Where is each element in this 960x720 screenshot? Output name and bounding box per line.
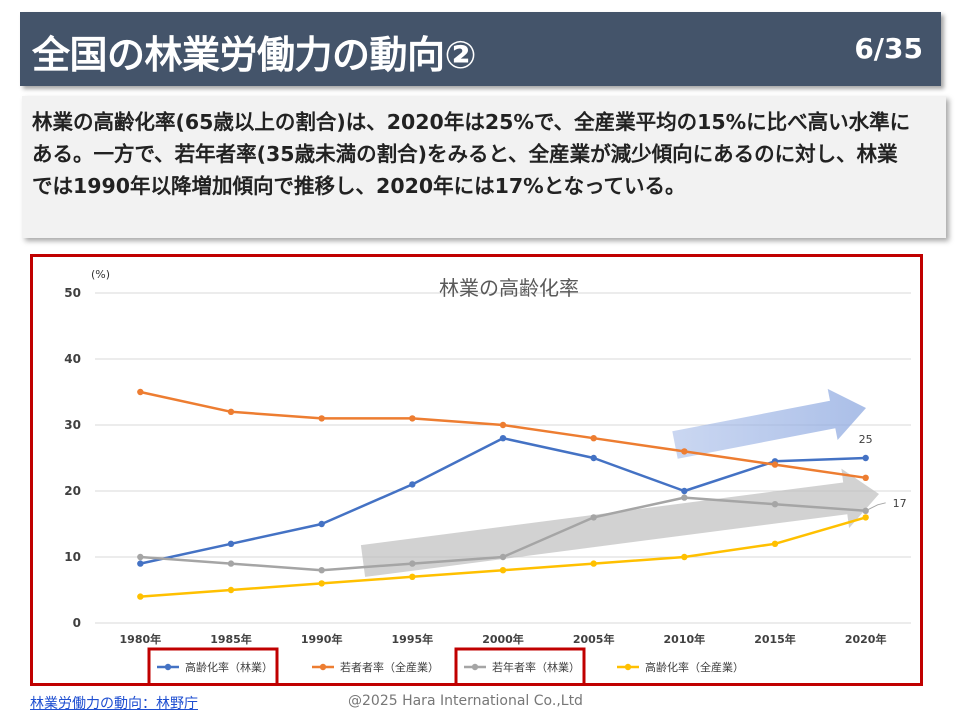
- title-bar: 全国の林業労働力の動向② 6/35: [20, 12, 941, 86]
- data-point: [681, 494, 688, 501]
- data-point: [590, 560, 597, 567]
- legend-marker: [319, 663, 327, 671]
- y-tick-label: 50: [64, 286, 81, 300]
- legend-label: 高齢化率（全産業）: [645, 660, 744, 674]
- legend-label: 若者者率（全産業）: [340, 660, 439, 674]
- data-point: [681, 487, 688, 495]
- data-point: [227, 408, 235, 415]
- data-point: [681, 553, 688, 561]
- data-point: [771, 461, 779, 468]
- gray-trend-arrow: [360, 468, 879, 577]
- legend-highlight-box: [454, 647, 586, 683]
- data-point: [499, 421, 507, 429]
- data-label-leader: [865, 502, 886, 512]
- y-tick-label: 40: [64, 352, 81, 366]
- data-point: [137, 388, 144, 396]
- y-tick-label: 0: [73, 616, 81, 630]
- data-point: [318, 567, 325, 574]
- page-number: 6/35: [854, 32, 923, 65]
- data-point: [318, 580, 325, 587]
- data-point: [862, 474, 869, 481]
- x-tick-label: 1990年: [301, 632, 343, 646]
- data-point: [409, 560, 416, 567]
- data-point: [318, 520, 325, 528]
- page-title: 全国の林業労働力の動向②: [32, 33, 477, 77]
- data-point: [771, 501, 779, 508]
- legend-marker: [164, 663, 172, 671]
- legend-label: 高齢化率（林業）: [185, 660, 273, 674]
- data-point: [137, 553, 144, 561]
- data-point: [590, 454, 597, 462]
- data-point: [409, 481, 416, 488]
- x-tick-label: 1985年: [210, 632, 252, 646]
- data-label: 17: [893, 497, 907, 510]
- x-tick-label: 2015年: [754, 632, 796, 646]
- data-point: [590, 514, 597, 521]
- data-point: [227, 586, 235, 594]
- chart-title: 林業の高齢化率: [439, 276, 579, 300]
- data-point: [499, 435, 507, 442]
- data-point: [137, 593, 144, 600]
- x-tick-label: 1980年: [120, 632, 162, 646]
- source-link[interactable]: 林業労働力の動向：林野庁: [30, 696, 198, 712]
- blue-trend-arrow: [672, 388, 866, 459]
- data-point: [409, 573, 416, 580]
- x-tick-label: 2005年: [573, 632, 615, 646]
- y-tick-label: 20: [64, 484, 81, 498]
- data-point: [590, 435, 597, 442]
- x-tick-label: 2020年: [845, 632, 887, 646]
- data-point: [499, 567, 507, 574]
- data-point: [862, 514, 869, 521]
- data-point: [862, 454, 869, 462]
- data-point: [318, 415, 325, 422]
- data-point: [409, 415, 416, 422]
- y-tick-label: 10: [64, 550, 81, 564]
- x-tick-label: 2010年: [664, 632, 706, 646]
- legend-label: 若年者率（林業）: [492, 660, 580, 674]
- data-point: [681, 448, 688, 455]
- data-point: [499, 553, 507, 561]
- y-axis-unit: (%): [91, 268, 110, 281]
- data-point: [771, 540, 779, 547]
- chart-frame: 林業の高齢化率 (%) 0 10 20 30 40 50 1980年 1985年 1990年 1995…: [30, 254, 923, 686]
- x-tick-label: 1995年: [392, 632, 434, 646]
- data-point: [227, 560, 235, 567]
- x-tick-label: 2000年: [482, 632, 524, 646]
- data-point: [227, 540, 235, 547]
- legend-marker: [471, 663, 479, 671]
- line-chart: 林業の高齢化率 (%) 0 10 20 30 40 50 1980年 1985年 1990年 1995…: [64, 268, 911, 683]
- summary-box: 林業の高齢化率(65歳以上の割合)は、2020年は25%で、全産業平均の15%に…: [22, 96, 946, 238]
- data-label: 25: [859, 433, 873, 446]
- copyright-text: @2025 Hara International Co.,Ltd: [348, 693, 583, 709]
- summary-text: 林業の高齢化率(65歳以上の割合)は、2020年は25%で、全産業平均の15%に…: [32, 110, 911, 198]
- legend-marker: [624, 663, 632, 671]
- data-point: [137, 560, 144, 567]
- y-tick-label: 30: [64, 418, 81, 432]
- legend-highlight-box: [147, 647, 279, 683]
